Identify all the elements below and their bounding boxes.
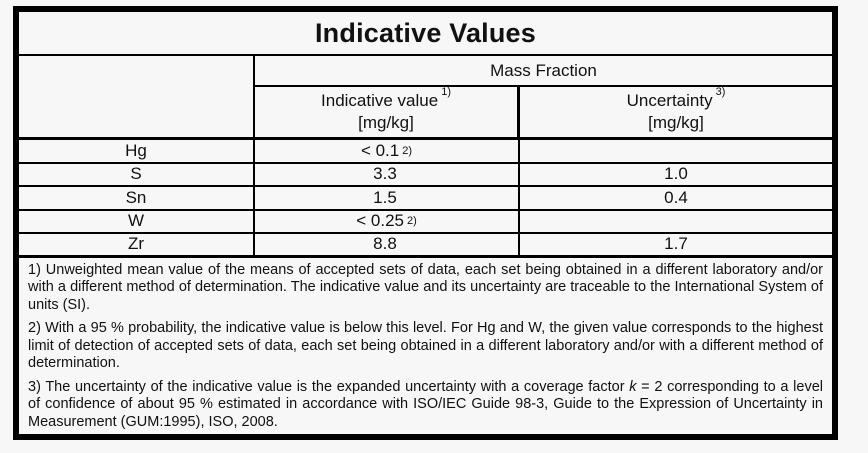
uncertainty-cell: 1.7	[664, 234, 688, 254]
table-row-w: W < 0.25 2)	[19, 210, 832, 234]
table-row-s: S 3.3 1.0	[19, 163, 832, 187]
element-symbol: W	[19, 210, 255, 232]
table-header: Mass Fraction Indicative value 1) [mg/kg]…	[19, 56, 832, 140]
footnotes-section: 1) Unweighted mean value of the means of…	[19, 258, 832, 435]
indicative-value-cell: < 0.1 2)	[255, 140, 520, 162]
group-header-mass-fraction: Mass Fraction	[255, 56, 832, 87]
indicative-value-cell: 1.5	[255, 187, 520, 209]
mass-fraction-header-group: Mass Fraction Indicative value 1) [mg/kg]…	[255, 56, 832, 137]
uncertainty-cell: 1.0	[664, 164, 688, 184]
uncertainty-cell	[520, 211, 832, 233]
element-column-header-cell	[19, 56, 255, 137]
column-header-uncertainty: Uncertainty 3) [mg/kg]	[626, 86, 726, 133]
table-row-sn: Sn 1.5 0.4	[19, 187, 832, 211]
uncertainty-cell	[520, 140, 832, 162]
footnote-3: 3) The uncertainty of the indicative val…	[28, 378, 824, 430]
group-header-label: Mass Fraction	[490, 60, 597, 80]
coverage-factor-k: k	[629, 378, 637, 395]
footnote-1: 1) Unweighted mean value of the means of…	[28, 261, 823, 313]
indicative-value-header-label: Indicative value	[321, 91, 439, 110]
table-row-hg: Hg < 0.1 2)	[19, 140, 832, 164]
element-symbol: Zr	[19, 234, 255, 255]
table-title-row: Indicative Values	[19, 12, 832, 56]
column-header-indicative-value: Indicative value 1) [mg/kg]	[255, 87, 520, 137]
table-row-zr: Zr 8.8 1.7	[19, 234, 832, 258]
sub-header-row: Indicative value 1) [mg/kg] Uncertainty 3)…	[255, 87, 832, 137]
element-symbol: S	[19, 163, 255, 185]
indicative-value-unit: [mg/kg]	[358, 113, 414, 132]
table-body: Hg < 0.1 2) S 3.3 1.0 Sn 1.5 0.4 W < 0.25…	[19, 140, 832, 258]
indicative-value-cell: 8.8	[255, 234, 520, 255]
indicative-values-table: Indicative Values Mass Fraction Indicati…	[13, 6, 838, 440]
element-symbol: Hg	[19, 140, 255, 162]
indicative-value-cell: 3.3	[255, 163, 520, 185]
uncertainty-header-label: Uncertainty	[626, 91, 713, 110]
footnote-2: 2) With a 95 % probability, the indicati…	[28, 320, 823, 371]
page-title: Indicative Values	[314, 17, 536, 48]
element-symbol: Sn	[19, 187, 255, 209]
uncertainty-unit: [mg/kg]	[648, 113, 704, 132]
indicative-value-cell: < 0.25 2)	[255, 210, 520, 232]
uncertainty-cell: 0.4	[664, 187, 688, 207]
